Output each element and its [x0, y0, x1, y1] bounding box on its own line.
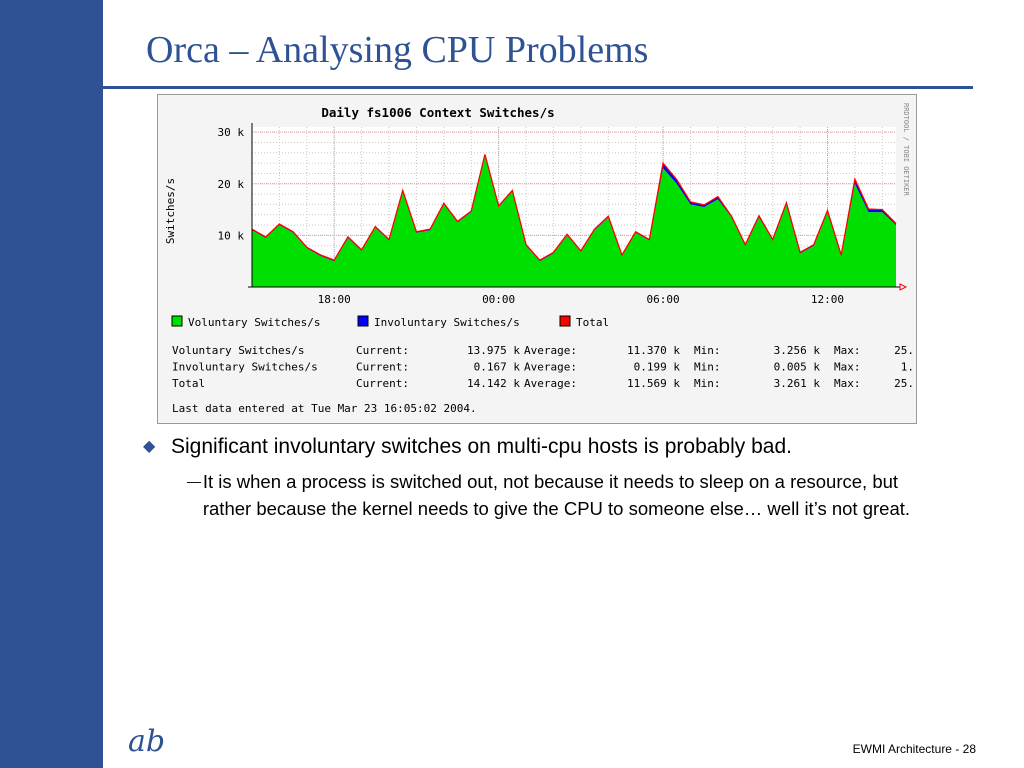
bullet-1: ◆ Significant involuntary switches on mu…	[143, 434, 1003, 460]
rrdtool-watermark: RRDTOOL / TOBI OETIKER	[902, 103, 910, 197]
series-voluntary-area	[252, 155, 896, 287]
rrd-graph: Daily fs1006 Context Switches/s Switches…	[157, 94, 917, 424]
stat-average: 11.370 k	[627, 344, 680, 357]
em-dash-icon: —	[187, 473, 201, 489]
stat-name: Involuntary Switches/s	[172, 361, 318, 374]
stats-table: Voluntary Switches/s Current: 13.975 k Aver…	[172, 344, 914, 390]
stat-label-current: Current:	[356, 344, 409, 357]
stat-max: 1.	[901, 361, 914, 374]
x-axis-arrow-icon	[899, 283, 908, 291]
stat-label-current: Current:	[356, 361, 409, 374]
stat-label-average: Average:	[524, 344, 577, 357]
x-tick-label: 12:00	[811, 293, 844, 306]
series-total-line	[251, 154, 897, 261]
stat-label-min: Min:	[694, 377, 721, 390]
stat-label-average: Average:	[524, 377, 577, 390]
diamond-icon: ◆	[143, 438, 156, 455]
stat-label-max: Max:	[834, 344, 861, 357]
stat-min: 3.256 k	[774, 344, 821, 357]
bullet-1-text: Significant involuntary switches on mult…	[171, 435, 792, 458]
footer-text: EWMI Architecture - 28	[852, 742, 976, 756]
logo: ab	[128, 724, 166, 759]
stat-average: 0.199 k	[634, 361, 681, 374]
legend-label: Involuntary Switches/s	[374, 316, 520, 329]
stat-current: 14.142 k	[467, 377, 520, 390]
title-rule	[103, 86, 973, 89]
stat-min: 0.005 k	[774, 361, 821, 374]
tick-labels: 10 k 20 k 30 k 18:00 00:00 06:00 12:00	[218, 126, 845, 306]
stat-label-min: Min:	[694, 361, 721, 374]
stat-max: 25.	[894, 344, 914, 357]
last-update-text: Last data entered at Tue Mar 23 16:05:02…	[172, 402, 477, 415]
y-tick-label: 10 k	[218, 229, 245, 242]
axes	[248, 123, 908, 291]
stat-min: 3.261 k	[774, 377, 821, 390]
legend-label: Total	[576, 316, 609, 329]
stat-current: 0.167 k	[474, 361, 521, 374]
chart-legend: Voluntary Switches/s Involuntary Switches…	[171, 315, 609, 329]
stat-average: 11.569 k	[627, 377, 680, 390]
left-sidebar-band	[0, 0, 103, 768]
sub-bullet-1-text: It is when a process is switched out, no…	[202, 471, 911, 519]
stat-label-min: Min:	[694, 344, 721, 357]
y-axis-label: Switches/s	[164, 178, 177, 244]
stat-label-max: Max:	[834, 361, 861, 374]
legend-swatch	[559, 315, 571, 327]
rrd-chart-svg: Daily fs1006 Context Switches/s Switches…	[164, 103, 914, 415]
chart-areas	[251, 154, 897, 287]
y-tick-label: 30 k	[218, 126, 245, 139]
stat-name: Voluntary Switches/s	[172, 344, 304, 357]
slide-title: Orca – Analysing CPU Problems	[146, 29, 649, 71]
legend-swatch	[357, 315, 369, 327]
stat-label-max: Max:	[834, 377, 861, 390]
x-tick-label: 18:00	[318, 293, 351, 306]
sub-bullet-1: — It is when a process is switched out, …	[187, 468, 947, 522]
stat-max: 25.	[894, 377, 914, 390]
stat-label-average: Average:	[524, 361, 577, 374]
x-tick-label: 00:00	[482, 293, 515, 306]
stat-current: 13.975 k	[467, 344, 520, 357]
chart-title: Daily fs1006 Context Switches/s	[321, 105, 554, 120]
x-tick-label: 06:00	[647, 293, 680, 306]
stat-name: Total	[172, 377, 205, 390]
legend-label: Voluntary Switches/s	[188, 316, 320, 329]
y-tick-label: 20 k	[218, 178, 245, 191]
stat-label-current: Current:	[356, 377, 409, 390]
title-rule-left	[36, 86, 103, 88]
legend-swatch	[171, 315, 183, 327]
